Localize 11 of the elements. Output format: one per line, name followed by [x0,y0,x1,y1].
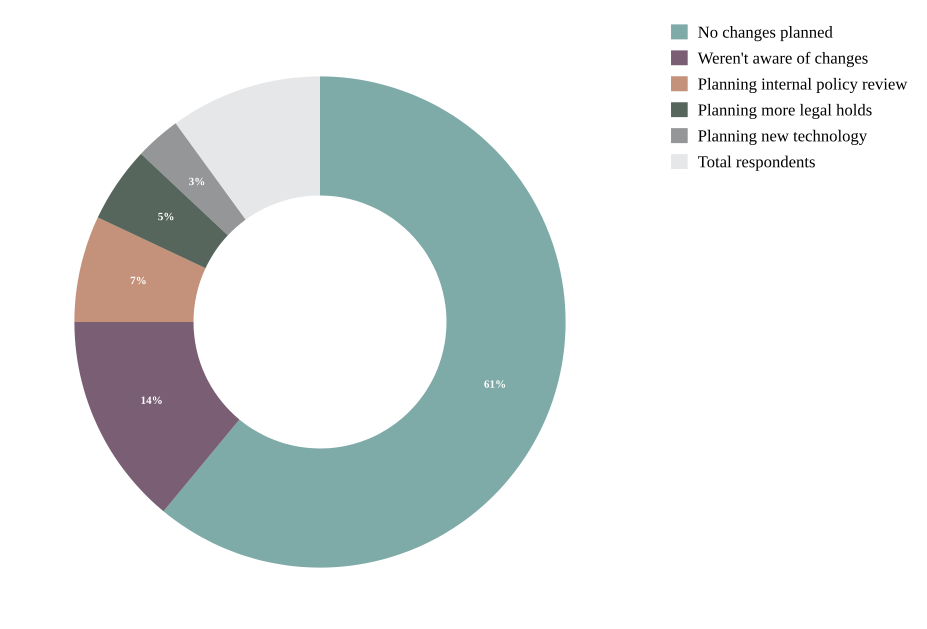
legend-label: Planning internal policy review [698,78,908,94]
legend-label: Weren't aware of changes [698,52,868,68]
legend-label: Planning more legal holds [698,104,872,119]
legend-label: Planning new technology [698,130,868,145]
legend-label: Total respondents [698,156,815,171]
data-label: 14% [141,396,162,404]
legend-label: No changes planned [698,26,833,42]
data-label: 61% [484,380,506,388]
data-label: 5% [158,212,174,220]
data-label: 3% [189,178,204,186]
data-label: 7% [130,276,146,284]
